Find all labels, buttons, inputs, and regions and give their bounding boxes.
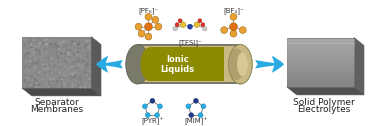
Circle shape: [194, 22, 200, 27]
Text: Membranes: Membranes: [30, 105, 83, 114]
Ellipse shape: [237, 52, 248, 76]
Circle shape: [145, 13, 152, 20]
Polygon shape: [22, 37, 91, 88]
Ellipse shape: [228, 48, 245, 80]
Bar: [149, 48, 224, 81]
Polygon shape: [287, 87, 364, 95]
Circle shape: [239, 27, 246, 34]
Text: [PF₆]⁻: [PF₆]⁻: [138, 8, 159, 14]
Ellipse shape: [141, 48, 158, 81]
Circle shape: [229, 23, 237, 31]
Bar: [138, 46, 240, 82]
Polygon shape: [91, 37, 101, 96]
Text: Solid Polymer: Solid Polymer: [293, 98, 354, 107]
Text: [TFSI]⁻: [TFSI]⁻: [178, 39, 202, 46]
Text: Ionic: Ionic: [166, 55, 189, 64]
Circle shape: [173, 26, 177, 31]
Circle shape: [138, 30, 145, 37]
Circle shape: [230, 13, 237, 20]
Circle shape: [144, 23, 152, 31]
Circle shape: [155, 23, 162, 30]
Circle shape: [189, 113, 194, 118]
Circle shape: [230, 30, 237, 37]
Text: Separator: Separator: [34, 98, 79, 107]
Circle shape: [201, 23, 205, 27]
Circle shape: [203, 26, 207, 31]
Ellipse shape: [126, 44, 149, 84]
Circle shape: [152, 16, 159, 23]
Circle shape: [145, 33, 152, 40]
Circle shape: [198, 113, 203, 118]
Circle shape: [221, 27, 228, 34]
Circle shape: [178, 19, 182, 23]
Text: [PYR]⁺: [PYR]⁺: [141, 118, 164, 125]
Text: Liquids: Liquids: [160, 65, 194, 74]
Polygon shape: [22, 88, 101, 96]
Circle shape: [135, 23, 142, 30]
Circle shape: [158, 104, 163, 109]
Circle shape: [145, 113, 150, 118]
Circle shape: [198, 19, 202, 23]
Polygon shape: [287, 38, 354, 87]
Text: [MIM]⁺: [MIM]⁺: [184, 118, 208, 125]
Circle shape: [150, 98, 155, 103]
Text: Electrolytes: Electrolytes: [297, 105, 350, 114]
Circle shape: [143, 104, 147, 109]
Text: [BF₄]⁻: [BF₄]⁻: [223, 8, 244, 14]
Circle shape: [201, 104, 206, 109]
Circle shape: [187, 24, 192, 29]
Circle shape: [194, 98, 198, 103]
Ellipse shape: [229, 44, 252, 84]
Circle shape: [186, 104, 191, 109]
Polygon shape: [354, 38, 364, 95]
Circle shape: [180, 22, 186, 27]
Circle shape: [155, 113, 160, 118]
Bar: [138, 44, 240, 84]
Circle shape: [175, 23, 179, 27]
